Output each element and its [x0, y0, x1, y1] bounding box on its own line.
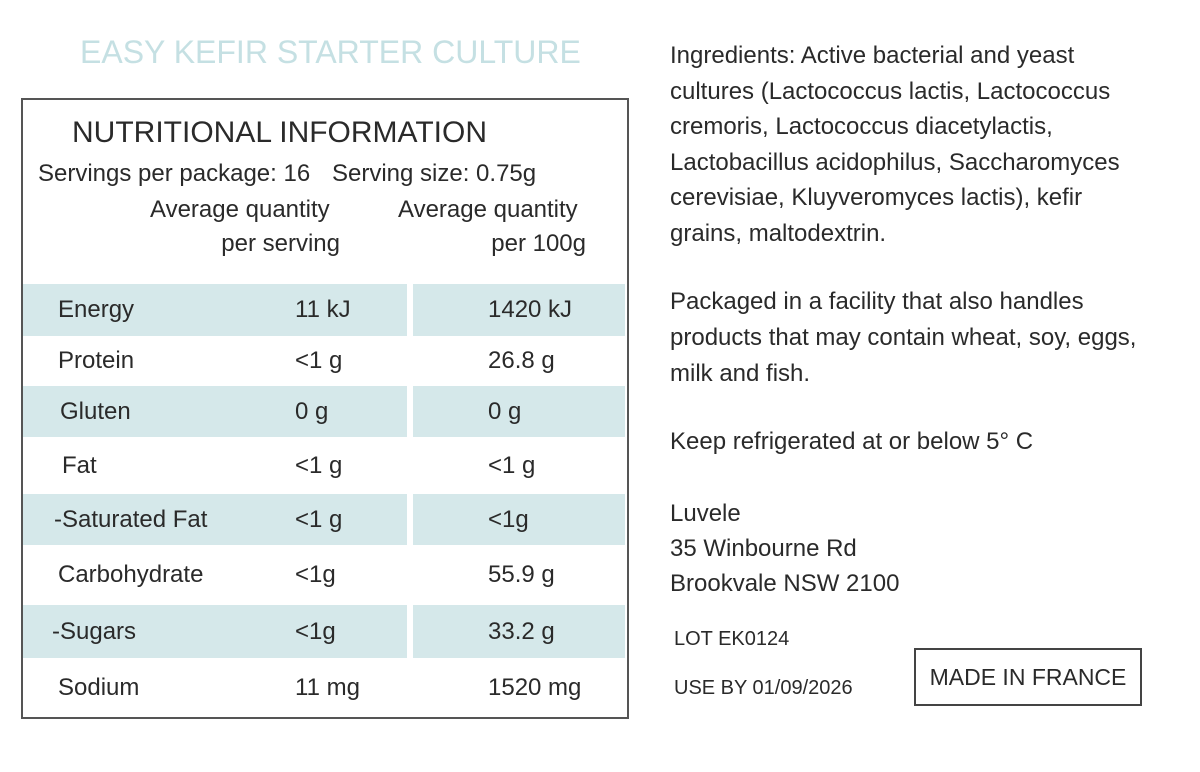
per-100g: <1g — [488, 505, 529, 533]
row-shading — [413, 605, 625, 658]
lot-number: LOT EK0124 — [674, 628, 790, 650]
origin: MADE IN FRANCE — [929, 664, 1127, 690]
per-100g: 0 g — [488, 397, 522, 425]
row-shading — [23, 494, 407, 545]
per-serving: <1 g — [295, 505, 343, 533]
row-shading — [413, 386, 625, 437]
per-serving: 11 mg — [295, 673, 360, 701]
per-serving: <1g — [295, 617, 336, 645]
ingredients-line: grains, maltodextrin. — [670, 219, 887, 247]
column-header: Average quantity — [150, 196, 330, 223]
nutrient-name: -Sugars — [52, 617, 137, 645]
column-header: Average quantity — [398, 196, 578, 223]
origin-box — [914, 648, 1142, 706]
ingredients-line: cerevisiae, Kluyveromyces lactis), kefir — [670, 184, 1083, 211]
per-100g: 55.9 g — [488, 560, 555, 588]
row-shading — [23, 605, 407, 658]
per-serving: 11 kJ — [295, 296, 351, 323]
serving-size: Serving size: 0.75g — [332, 160, 537, 187]
allergen-line: Packaged in a facility that also handles — [670, 288, 1084, 315]
address-line: 35 Winbourne Rd — [670, 535, 857, 562]
address-line: Luvele — [670, 500, 741, 527]
per-serving: <1 g — [295, 452, 343, 479]
nutrient-name: Fat — [62, 452, 97, 479]
per-serving: <1 g — [295, 346, 343, 374]
row-shading — [23, 284, 407, 336]
ingredients-line: Ingredients: Active bacterial and yeast — [670, 42, 1075, 69]
nutrient-name: Carbohydrate — [58, 560, 204, 588]
nutrient-name: Gluten — [60, 397, 131, 425]
product-title: EASY KEFIR STARTER CULTURE — [80, 34, 581, 70]
row-shading — [23, 386, 407, 437]
nutrient-name: -Saturated Fat — [54, 505, 208, 533]
nutrient-name: Protein — [58, 346, 135, 374]
row-shading — [413, 494, 625, 545]
per-100g: <1 g — [488, 452, 536, 479]
ingredients-line: cultures (Lactococcus lactis, Lactococcu… — [670, 77, 1111, 105]
per-100g: 33.2 g — [488, 617, 555, 645]
address-line: Brookvale NSW 2100 — [670, 570, 900, 597]
storage: Keep refrigerated at or below 5° C — [670, 428, 1034, 455]
row-shading — [413, 284, 625, 336]
nutrition-heading: NUTRITIONAL INFORMATION — [72, 116, 487, 149]
per-100g: 1420 kJ — [488, 296, 573, 323]
column-header: per serving — [221, 230, 340, 257]
use-by: USE BY 01/09/2026 — [674, 677, 853, 699]
allergen-line: products that may contain wheat, soy, eg… — [670, 324, 1137, 351]
ingredients-line: cremoris, Lactococcus diacetylactis, — [670, 113, 1053, 140]
nutrient-name: Energy — [58, 296, 135, 323]
per-serving: <1g — [295, 560, 336, 588]
ingredients-line: Lactobacillus acidophilus, Saccharomyces — [670, 148, 1120, 176]
servings-per-package: Servings per package: 16 — [38, 160, 311, 187]
column-header: per 100g — [491, 230, 586, 257]
allergen-line: milk and fish. — [670, 360, 811, 387]
nutrition-box — [21, 98, 629, 719]
per-100g: 26.8 g — [488, 346, 555, 374]
nutrient-name: Sodium — [58, 673, 140, 701]
per-serving: 0 g — [295, 397, 329, 425]
per-100g: 1520 mg — [488, 673, 582, 701]
